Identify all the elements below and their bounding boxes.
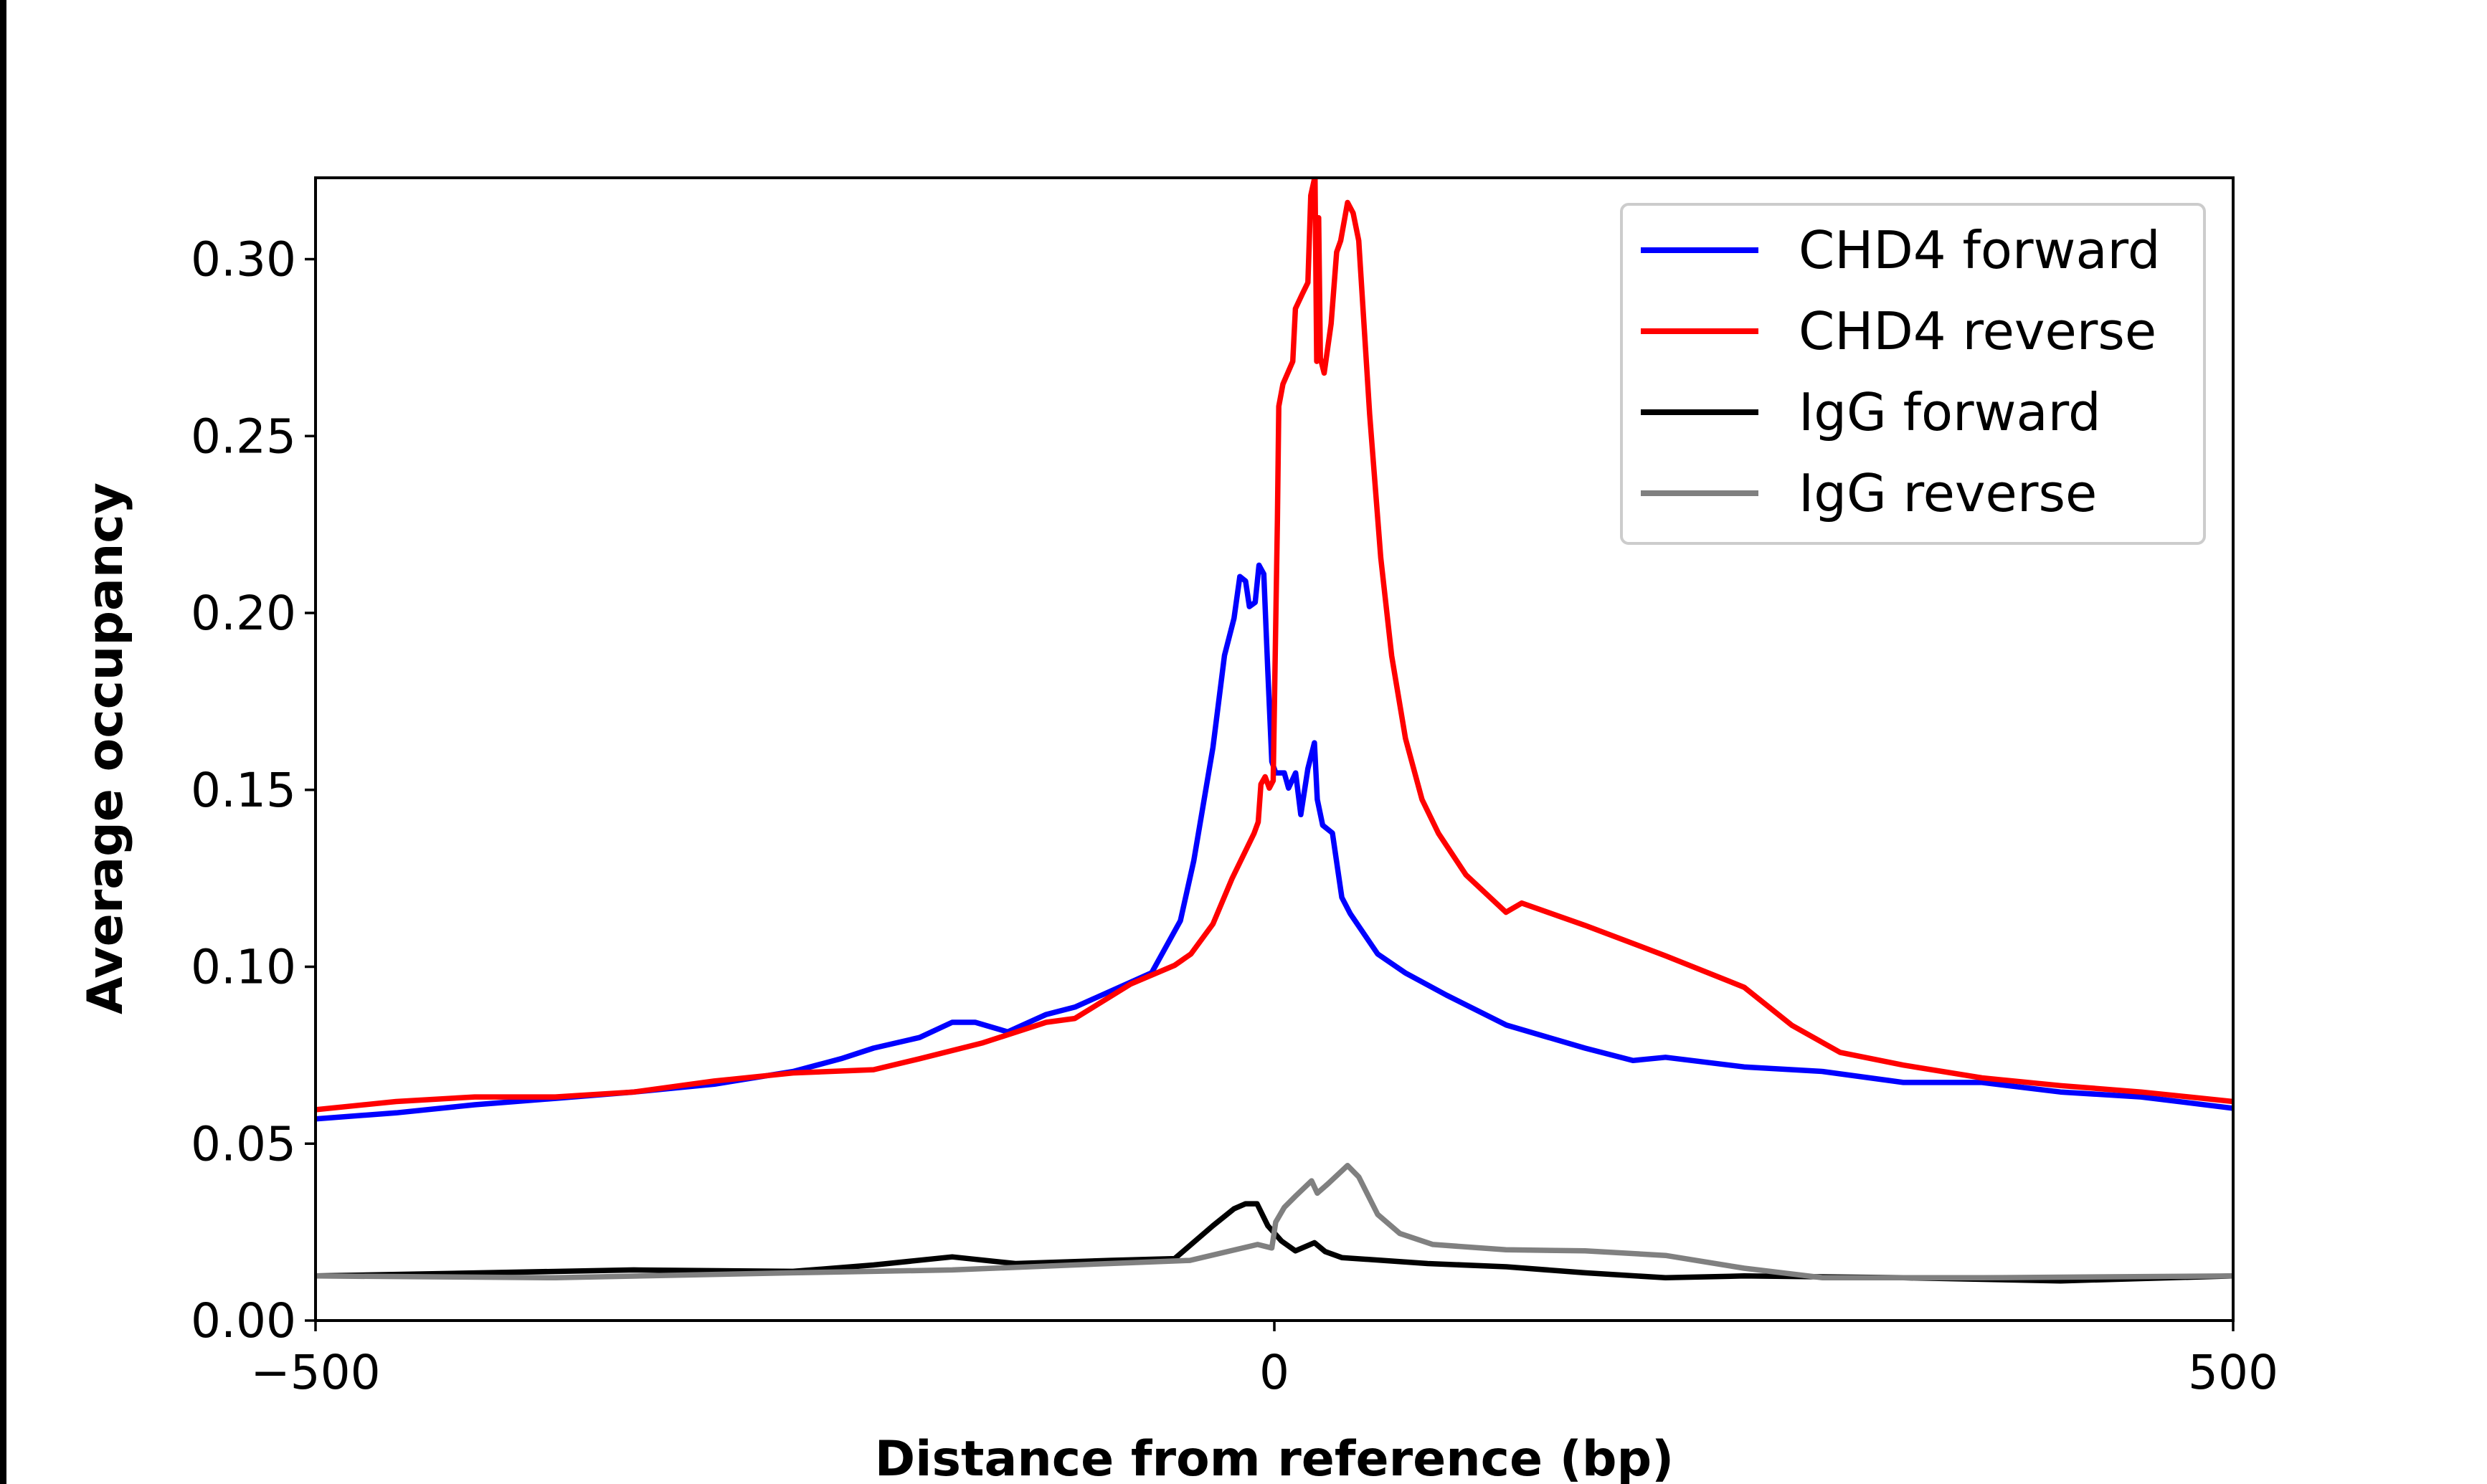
- series-line-chd4-reverse: [316, 178, 2233, 1113]
- ticks-layer: 0.00 0.05 0.10 0.15 0.20 0.25 0.30 −500 0 500: [191, 232, 2278, 1400]
- y-tick-label: 0.10: [191, 940, 296, 995]
- x-tick-label: 500: [2188, 1345, 2278, 1400]
- legend-item-igg-reverse: IgG reverse: [1641, 463, 2097, 523]
- legend-item-chd4-reverse: CHD4 reverse: [1641, 301, 2156, 361]
- legend-label: IgG reverse: [1799, 463, 2097, 523]
- legend-item-chd4-forward: CHD4 forward: [1641, 220, 2161, 280]
- y-tick-label: 0.20: [191, 586, 296, 641]
- y-tick-label: 0.15: [191, 763, 296, 818]
- x-tick-label: −500: [250, 1345, 380, 1400]
- y-tick-label: 0.05: [191, 1116, 296, 1171]
- legend-box: [1620, 203, 2206, 545]
- series-line-igg-reverse: [316, 1163, 2233, 1281]
- x-tick-label: 0: [1259, 1345, 1289, 1400]
- y-tick-label: 0.30: [191, 232, 296, 287]
- legend-label: IgG forward: [1799, 382, 2101, 442]
- left-border: [0, 0, 6, 1484]
- y-axis-label: Average occupancy: [77, 482, 134, 1014]
- x-axis-label: Distance from reference (bp): [875, 1431, 1674, 1484]
- series-line-chd4-forward: [316, 562, 2233, 1122]
- series-layer: [316, 178, 2233, 1284]
- legend-label: CHD4 forward: [1799, 220, 2161, 280]
- legend-item-igg-forward: IgG forward: [1641, 382, 2101, 442]
- legend-label: CHD4 reverse: [1799, 301, 2156, 361]
- legend: CHD4 forward CHD4 reverse IgG forward IgG r…: [1620, 203, 2206, 545]
- y-tick-label: 0.25: [191, 409, 296, 464]
- y-tick-label: 0.00: [191, 1293, 296, 1349]
